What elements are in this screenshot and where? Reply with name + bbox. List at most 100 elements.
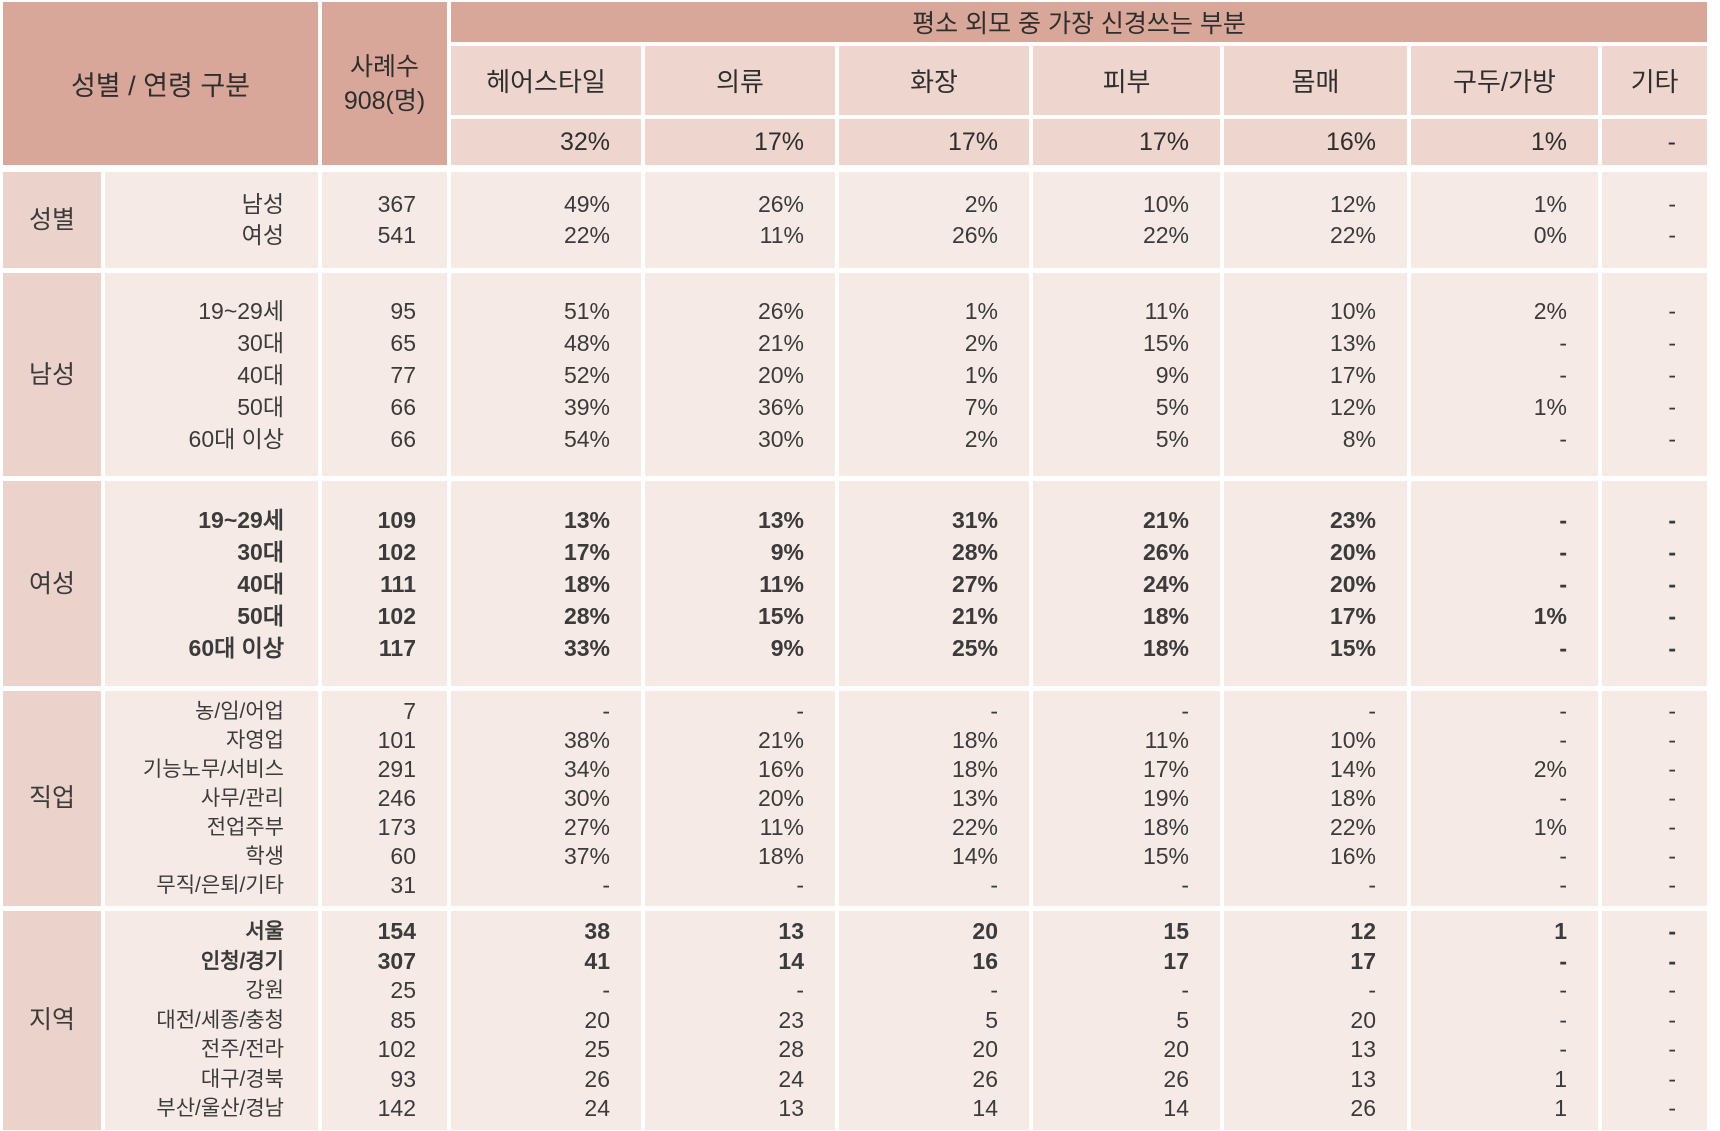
table-header: 성별 / 연령 구분 사례수 908(명) 평소 외모 중 가장 신경쓰는 부분… <box>3 2 1707 165</box>
data-value: 14 <box>1163 1095 1189 1122</box>
data-value: 1 <box>1554 1095 1567 1122</box>
category-label: 기능노무/서비스 <box>142 758 284 781</box>
table-body: 성별 남성 여성 367 541 49% 22% 26% 11% 2% 26% 10% 22% 12% 22… <box>3 165 1707 1130</box>
column-total-skin: 17% <box>1033 119 1220 165</box>
data-value: 17% <box>1142 756 1189 782</box>
data-value: 51% <box>563 297 610 324</box>
data-value: 20 <box>972 1036 998 1063</box>
data-value: 20 <box>584 1006 610 1033</box>
cases-value: 102 <box>377 1036 416 1063</box>
data-value: - <box>1559 843 1567 869</box>
cases-value: 66 <box>390 425 416 452</box>
cases-value: 117 <box>378 634 416 661</box>
value-cell: - - - - - <box>1602 273 1707 476</box>
data-value: - <box>602 698 610 724</box>
data-value: 31% <box>951 506 998 533</box>
data-value: 1% <box>1533 191 1567 217</box>
value-cell: 12% 22% <box>1224 172 1407 268</box>
data-value: 5% <box>1155 393 1189 420</box>
data-value: 26% <box>757 297 804 324</box>
data-value: - <box>1668 634 1676 661</box>
data-value: - <box>1668 361 1676 388</box>
data-value: 22% <box>563 222 610 248</box>
data-value: 36% <box>757 393 804 420</box>
value-cell: 11% 15% 9% 5% 5% <box>1033 273 1220 476</box>
cases-value: 109 <box>377 506 416 533</box>
data-value: 8% <box>1342 425 1376 452</box>
column-header-clothing: 의류 <box>645 46 835 115</box>
value-cell: 49% 22% <box>451 172 641 268</box>
category-label: 부산/울산/경남 <box>156 1097 284 1121</box>
data-value: 26 <box>584 1065 610 1092</box>
data-value: 15% <box>1329 634 1376 661</box>
block-지역: 지역 서울 인청/경기 강원 대전/세종/충청 전주/전라 대구/경북 부산/울산/경남 154… <box>3 911 1707 1130</box>
value-cell: 1% 0% <box>1411 172 1598 268</box>
data-value: 20 <box>1163 1036 1189 1063</box>
data-value: - <box>1559 538 1567 565</box>
category-cell: 19~29세 30대 40대 50대 60대 이상 <box>105 481 318 686</box>
data-value: 10% <box>1142 191 1189 217</box>
data-value: - <box>1668 1006 1676 1033</box>
data-value: - <box>1668 297 1676 324</box>
value-cell: 13% 17% 18% 28% 33% <box>451 481 641 686</box>
group-label-cell: 남성 <box>3 273 101 476</box>
data-value: - <box>796 977 804 1004</box>
data-value: 15 <box>1163 918 1189 945</box>
column-totals-row: 32% 17% 17% 17% 16% 1% - <box>451 119 1707 165</box>
category-label: 사무/관리 <box>200 787 284 810</box>
cases-header-label: 사례수 <box>349 52 419 81</box>
cases-value: 65 <box>390 329 416 356</box>
data-value: 24 <box>584 1095 610 1122</box>
data-value: 9% <box>770 634 804 661</box>
data-value: 54% <box>563 425 610 452</box>
value-cell: - 11% 17% 19% 18% 15% - <box>1033 691 1220 906</box>
data-value: 11% <box>1144 727 1189 753</box>
data-value: 13% <box>563 506 610 533</box>
data-value: 49% <box>563 191 610 217</box>
data-value: 38 <box>584 918 610 945</box>
cases-cell: 95 65 77 66 66 <box>322 273 447 476</box>
data-value: - <box>1559 727 1567 753</box>
cases-value: 7 <box>403 698 416 724</box>
data-value: - <box>1668 191 1676 217</box>
data-value: 20 <box>972 918 998 945</box>
cases-value: 77 <box>390 361 416 388</box>
data-value: - <box>1559 1006 1567 1033</box>
data-value: 2% <box>1533 756 1567 782</box>
data-value: 1 <box>1554 918 1567 945</box>
data-value: 15% <box>1142 329 1189 356</box>
data-value: 23 <box>778 1006 804 1033</box>
data-value: - <box>1668 756 1676 782</box>
data-value: 26 <box>1350 1095 1376 1122</box>
category-label: 농/임/어업 <box>195 700 284 723</box>
value-cell: - 21% 16% 20% 11% 18% - <box>645 691 835 906</box>
cases-value: 291 <box>377 756 416 782</box>
cases-cell: 154 307 25 85 102 93 142 <box>322 911 447 1130</box>
category-label: 학생 <box>245 845 284 868</box>
data-value: 26 <box>1163 1065 1189 1092</box>
data-value: 18% <box>563 570 610 597</box>
data-value: - <box>1668 602 1676 629</box>
cases-value: 367 <box>377 191 416 217</box>
data-value: 15% <box>1142 843 1189 869</box>
data-value: 20% <box>757 785 804 811</box>
category-label: 40대 <box>237 570 284 597</box>
group-label-cell: 여성 <box>3 481 101 686</box>
row-header-cell: 성별 / 연령 구분 <box>3 2 318 165</box>
category-label: 강원 <box>245 979 284 1003</box>
data-value: - <box>1668 570 1676 597</box>
data-value: 22% <box>1329 814 1376 840</box>
data-value: 22% <box>951 814 998 840</box>
block-성별: 성별 남성 여성 367 541 49% 22% 26% 11% 2% 26% 10% 22% 12% 22… <box>3 172 1707 268</box>
data-value: 5 <box>985 1006 998 1033</box>
data-value: 7% <box>964 393 998 420</box>
value-cell: 21% 26% 24% 18% 18% <box>1033 481 1220 686</box>
value-cell: 1% 2% 1% 7% 2% <box>839 273 1029 476</box>
category-cell: 서울 인청/경기 강원 대전/세종/충청 전주/전라 대구/경북 부산/울산/경남 <box>105 911 318 1130</box>
value-cell: - 18% 18% 13% 22% 14% - <box>839 691 1029 906</box>
data-value: 9% <box>770 538 804 565</box>
data-value: 13% <box>1329 329 1376 356</box>
data-value: 17% <box>1329 361 1376 388</box>
data-value: - <box>1559 634 1567 661</box>
data-value: 37% <box>563 843 610 869</box>
